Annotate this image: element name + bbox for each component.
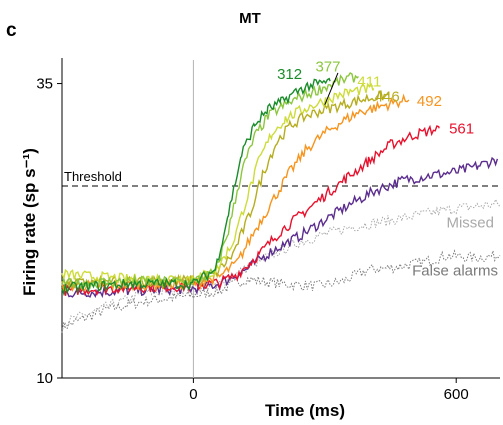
series-label-missed: Missed — [446, 215, 494, 232]
panel-letter: c — [6, 20, 17, 41]
series-label-312: 312 — [277, 66, 302, 83]
y-axis-label: Firing rate (sp s⁻¹) — [20, 148, 39, 296]
x-axis-label: Time (ms) — [265, 401, 345, 420]
series-labels: 312377411446492561694MissedFalse alarms — [277, 59, 498, 280]
series-layer — [61, 72, 501, 333]
series-label-377: 377 — [315, 59, 340, 76]
x-tick-label: 0 — [189, 386, 197, 403]
series-label-492: 492 — [417, 93, 442, 110]
y-tick-label: 10 — [36, 370, 53, 387]
threshold-label: Threshold — [64, 169, 122, 184]
series-line-561 — [61, 124, 440, 296]
series-line-377 — [61, 72, 359, 291]
series-label-561: 561 — [449, 120, 474, 137]
series-label-446: 446 — [375, 88, 400, 105]
series-line-312 — [61, 77, 331, 297]
y-tick-label: 35 — [36, 76, 53, 93]
x-tick-label: 600 — [444, 386, 469, 403]
series-label-false-alarms: False alarms — [412, 263, 498, 280]
series-line-411 — [61, 82, 375, 285]
series-line-false-alarms — [61, 249, 501, 333]
series-label-411: 411 — [357, 73, 381, 90]
leader-line-411 — [324, 72, 339, 105]
axes: 10 35 0 600 Threshold — [36, 58, 500, 403]
chart-title: MT — [239, 10, 261, 27]
series-line-492 — [61, 93, 410, 293]
